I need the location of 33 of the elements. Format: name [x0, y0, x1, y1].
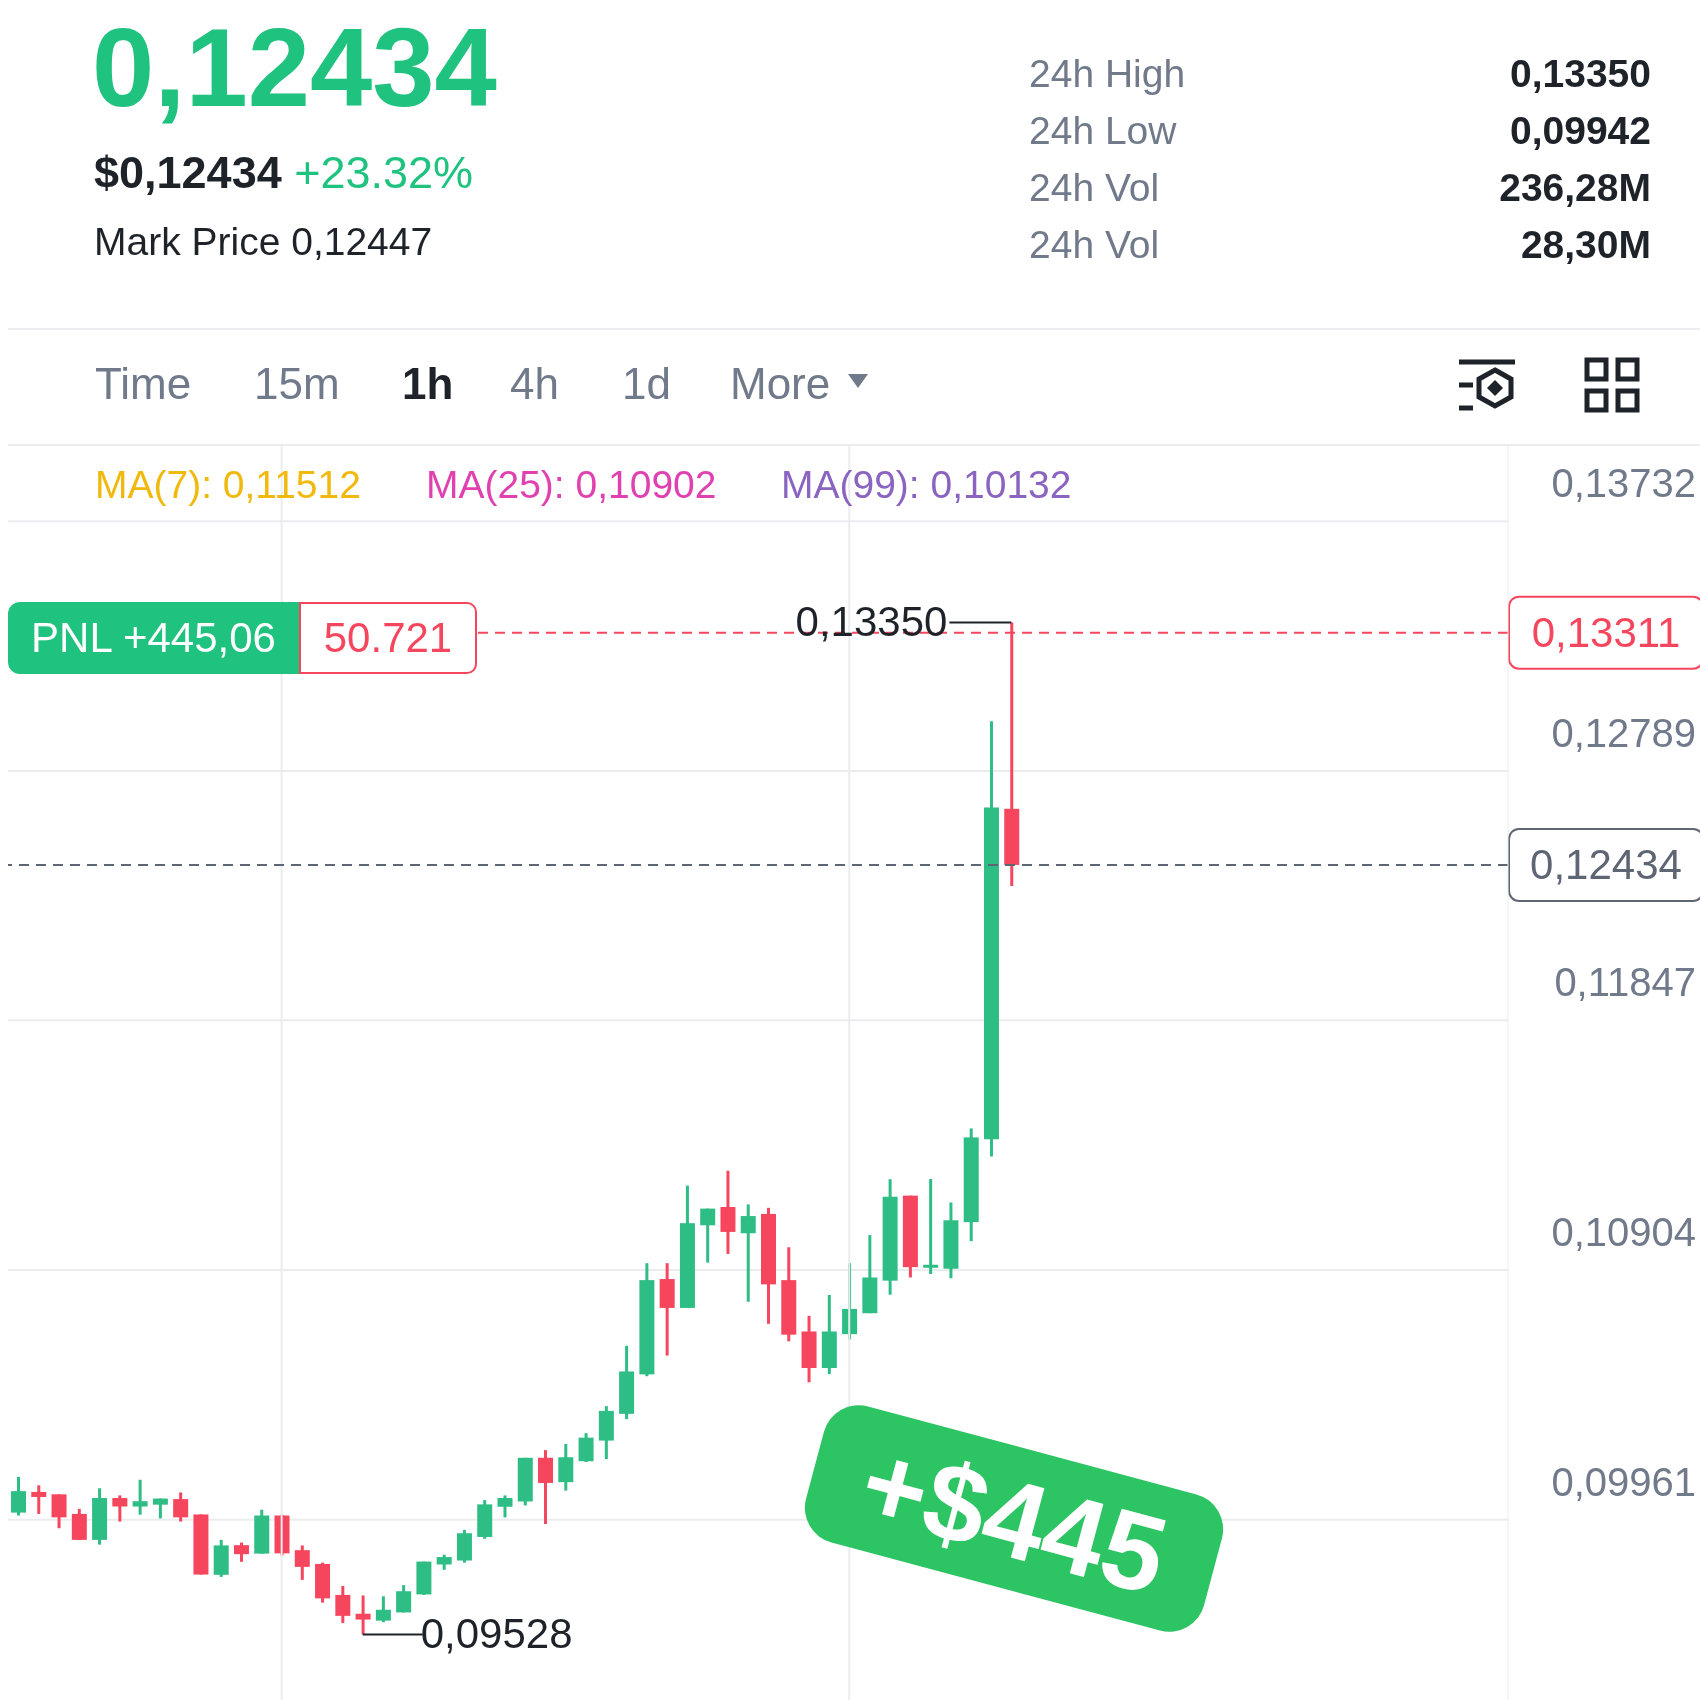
chart-title: 0,12434 [92, 7, 497, 130]
text: 24h Vol [1029, 222, 1160, 268]
text: $0,12434 [94, 147, 282, 198]
y-tick-label: 0,09961 [1551, 1459, 1696, 1504]
text: 24h Vol [1029, 165, 1160, 211]
text: 1d [622, 358, 671, 410]
y-tick-label: 0,10904 [1551, 1210, 1696, 1255]
ref-line-label: 0,12434 [1530, 840, 1682, 888]
y-tick-label: 0,12789 [1551, 710, 1696, 755]
annotation: +$445 [796, 1397, 1232, 1640]
annotation: 50.721 [299, 602, 477, 674]
text: 24h High [1029, 51, 1186, 97]
annotation: MA(25): 0,10902 [426, 462, 717, 508]
annotation: 0,09528 [420, 1610, 573, 1658]
annotation: 0,13350 [795, 598, 948, 646]
text: 1h [402, 358, 454, 410]
text: Mark Price 0,12447 [94, 219, 433, 265]
ref-line-label: 0,13311 [1531, 608, 1681, 656]
text: 236,28M [1499, 165, 1651, 211]
text: Time [95, 358, 192, 410]
y-tick-label: 0,11847 [1554, 960, 1696, 1005]
text: 0,13350 [1510, 51, 1651, 97]
annotation: MA(99): 0,10132 [781, 462, 1072, 508]
text: 28,30M [1520, 222, 1651, 268]
text: 0,09942 [1510, 108, 1651, 154]
annotation: PNL +445,06 [8, 602, 299, 674]
text: +23.32% [294, 147, 474, 198]
annotation: MA(7): 0,11512 [95, 462, 361, 508]
text: 15m [254, 358, 340, 410]
text: 4h [510, 358, 559, 410]
y-tick-label: 0,13732 [1551, 461, 1696, 506]
text: More [730, 358, 831, 410]
text: 24h Low [1029, 108, 1177, 154]
